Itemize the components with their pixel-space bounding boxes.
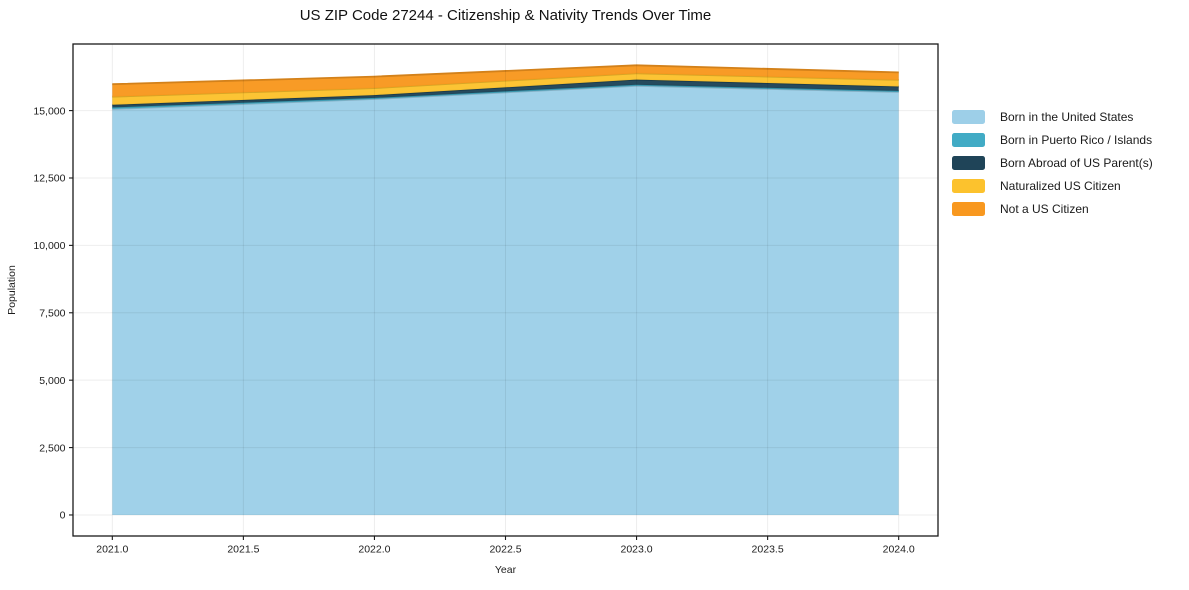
x-tick-label: 2021.0 xyxy=(96,544,128,556)
y-tick-label: 2,500 xyxy=(39,442,65,454)
x-tick-label: 2022.0 xyxy=(358,544,390,556)
x-tick-label: 2023.0 xyxy=(620,544,652,556)
y-tick-label: 0 xyxy=(60,510,66,522)
legend-item: Not a US Citizen xyxy=(952,197,1153,220)
area-series-3 xyxy=(112,73,899,105)
legend-item: Born in the United States xyxy=(952,105,1153,128)
legend-swatch xyxy=(952,132,985,147)
legend-swatch xyxy=(952,201,985,216)
legend-swatch xyxy=(952,178,985,193)
area-series-4 xyxy=(112,65,899,97)
y-tick-label: 15,000 xyxy=(33,105,65,117)
y-axis-label: Population xyxy=(6,265,18,315)
y-tick-label: 12,500 xyxy=(33,173,65,185)
legend-item-label: Not a US Citizen xyxy=(1000,201,1089,216)
legend-swatch xyxy=(952,155,985,170)
area-series-0 xyxy=(112,85,899,516)
legend-item-label: Naturalized US Citizen xyxy=(1000,178,1121,193)
legend-item: Naturalized US Citizen xyxy=(952,174,1153,197)
x-tick-label: 2021.5 xyxy=(227,544,259,556)
chart-title: US ZIP Code 27244 - Citizenship & Nativi… xyxy=(299,7,712,24)
legend-item: Born in Puerto Rico / Islands xyxy=(952,128,1153,151)
legend-item-label: Born Abroad of US Parent(s) xyxy=(1000,155,1153,170)
legend-item-label: Born in Puerto Rico / Islands xyxy=(1000,132,1153,147)
x-tick-label: 2023.5 xyxy=(752,544,784,556)
x-axis-label: Year xyxy=(494,564,517,576)
y-tick-label: 10,000 xyxy=(33,240,65,252)
legend-item-label: Born in the United States xyxy=(1000,109,1134,124)
legend-swatch xyxy=(952,109,985,124)
legend-item: Born Abroad of US Parent(s) xyxy=(952,151,1153,174)
x-tick-label: 2024.0 xyxy=(883,544,915,556)
y-tick-label: 7,500 xyxy=(39,307,65,319)
legend: Born in the United States Born in Puerto … xyxy=(952,105,1153,220)
x-tick-label: 2022.5 xyxy=(489,544,521,556)
y-tick-label: 5,000 xyxy=(39,375,65,387)
area-edge-series-4 xyxy=(112,64,899,86)
